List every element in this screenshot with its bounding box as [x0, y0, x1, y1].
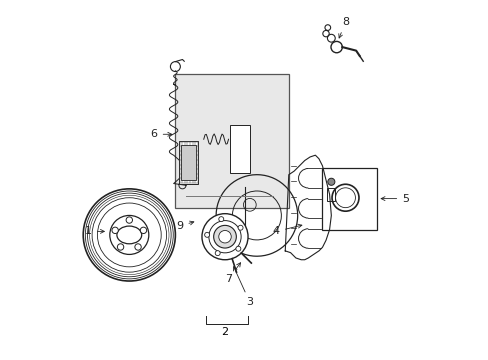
Circle shape: [204, 232, 209, 237]
Circle shape: [213, 225, 236, 248]
Text: 3: 3: [233, 267, 253, 307]
Circle shape: [110, 215, 148, 255]
Bar: [322, 168, 377, 230]
Circle shape: [238, 225, 243, 230]
Circle shape: [140, 227, 146, 234]
Circle shape: [208, 221, 241, 253]
Circle shape: [112, 227, 118, 234]
Text: 8: 8: [338, 17, 348, 38]
Bar: [181, 145, 195, 180]
Text: 2: 2: [221, 327, 228, 337]
Text: 9: 9: [176, 221, 193, 231]
Circle shape: [202, 214, 247, 260]
Text: 6: 6: [150, 129, 171, 139]
Text: 1: 1: [85, 226, 104, 237]
Circle shape: [117, 244, 123, 250]
Circle shape: [126, 217, 132, 223]
Circle shape: [215, 251, 220, 256]
Bar: [179, 141, 198, 184]
Circle shape: [235, 246, 241, 251]
Bar: [175, 74, 288, 208]
Circle shape: [135, 244, 141, 250]
Text: 4: 4: [272, 224, 301, 237]
Text: 5: 5: [380, 194, 408, 204]
Bar: [326, 188, 335, 201]
Circle shape: [218, 230, 231, 243]
Text: 7: 7: [224, 263, 240, 284]
Bar: [230, 125, 249, 173]
Circle shape: [218, 217, 224, 222]
Circle shape: [327, 178, 334, 185]
